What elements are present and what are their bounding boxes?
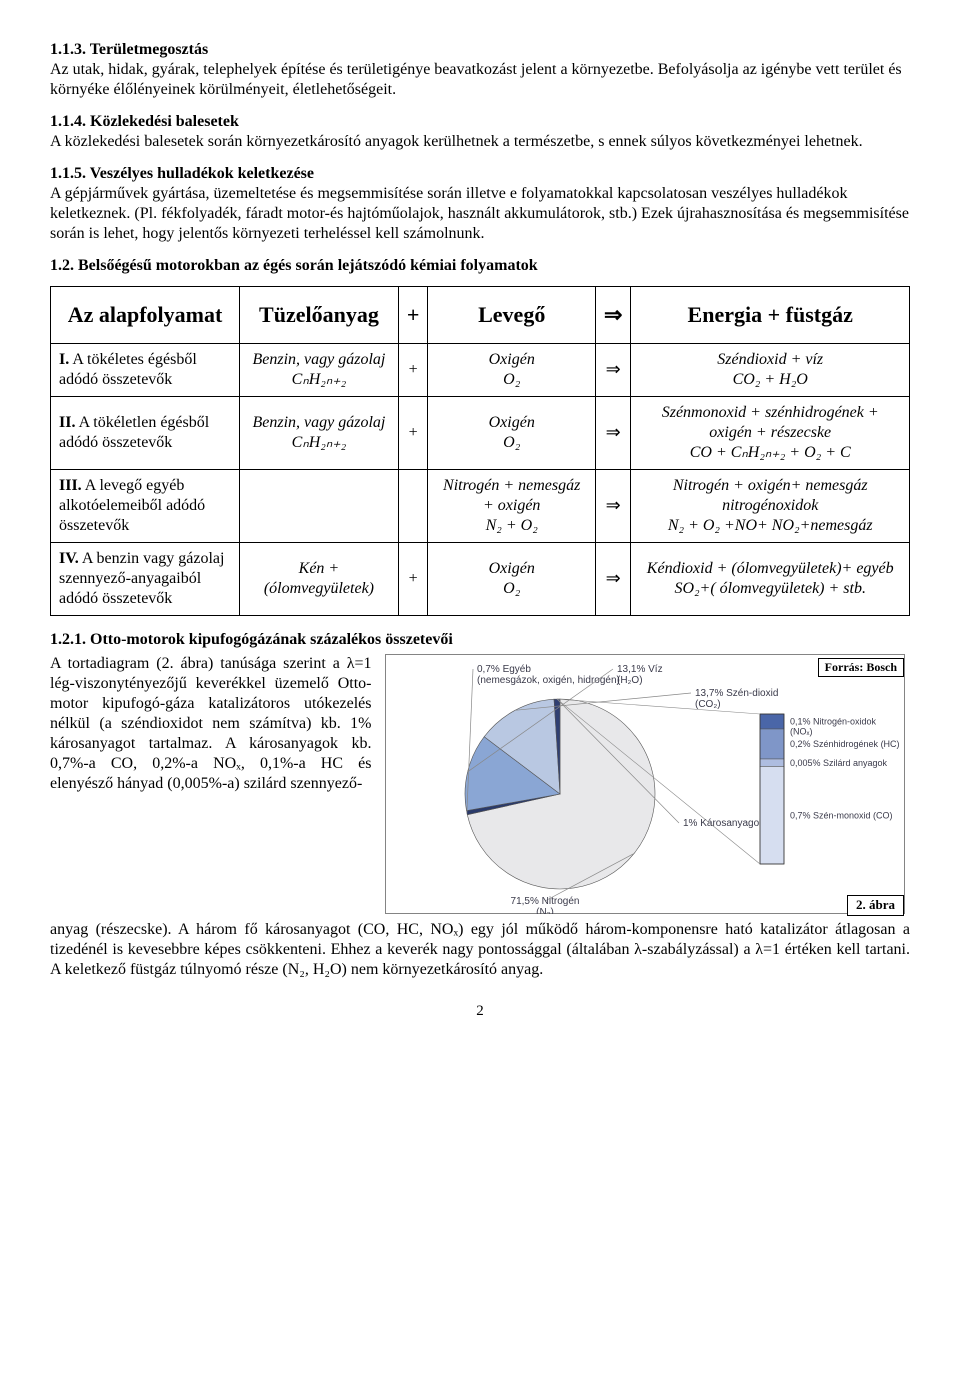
table-cell: Széndioxid + vízCO₂ + H₂O xyxy=(631,343,910,396)
detail-bar-label: 0,7% Szén-monoxid (CO) xyxy=(790,810,893,820)
pie-slice-label: 1% Károsanyagok: xyxy=(683,818,767,829)
table-cell: OxigénO₂ xyxy=(428,542,596,615)
pie-chart-wrap: Forrás: Bosch 71,5% Nitrogén(N₂) 0,7% Egy… xyxy=(385,654,910,920)
detail-bar-label: 0,005% Szilárd anyagok xyxy=(790,757,888,767)
table-cell: ⇒ xyxy=(595,343,630,396)
table-row: I. A tökéletes égésből adódó összetevőkB… xyxy=(51,343,910,396)
table-cell: ⇒ xyxy=(595,542,630,615)
table-cell: Kén + (ólomvegyületek) xyxy=(239,542,398,615)
detail-bar-segment xyxy=(760,729,784,759)
head-c5: Energia + füstgáz xyxy=(631,287,910,344)
table-row: IV. A benzin vagy gázolaj szennyező-anya… xyxy=(51,542,910,615)
table-cell: Kéndioxid + (ólomvegyületek)+ egyébSO₂+(… xyxy=(631,542,910,615)
detail-bar-segment xyxy=(760,759,784,767)
section-121-title: 1.2.1. Otto-motorok kipufogógázának száz… xyxy=(50,630,910,650)
combustion-table-head: Az alapfolyamat Tüzelőanyag + Levegő ⇒ E… xyxy=(51,287,910,344)
table-cell: Benzin, vagy gázolajCₙH₂ₙ₊₂ xyxy=(239,343,398,396)
pie-slice-label: 0,7% Egyéb(nemesgázok, oxigén, hidrogén) xyxy=(477,664,620,686)
table-cell: OxigénO₂ xyxy=(428,343,596,396)
table-cell: Benzin, vagy gázolajCₙH₂ₙ₊₂ xyxy=(239,396,398,469)
table-cell: Nitrogén + nemesgáz + oxigénN₂ + O₂ xyxy=(428,469,596,542)
combustion-table: Az alapfolyamat Tüzelőanyag + Levegő ⇒ E… xyxy=(50,286,910,616)
table-cell: + xyxy=(398,542,428,615)
pie-continuation-text: anyag (részecske). A három fő károsanyag… xyxy=(50,920,910,980)
detail-bar-label: 0,2% Szénhidrogének (HC) xyxy=(790,739,900,749)
table-cell: ⇒ xyxy=(595,396,630,469)
section-113-title: 1.1.3. Területmegosztás xyxy=(50,41,208,58)
table-cell: OxigénO₂ xyxy=(428,396,596,469)
detail-bar-segment xyxy=(760,714,784,729)
section-113: 1.1.3. Területmegosztás Az utak, hidak, … xyxy=(50,40,910,100)
pie-slice-label: 13,1% Víz(H₂O) xyxy=(617,664,663,686)
table-row: II. A tökéletlen égésből adódó összetevő… xyxy=(51,396,910,469)
head-c2: + xyxy=(398,287,428,344)
pie-slice-label: 71,5% Nitrogén(N₂) xyxy=(511,896,580,914)
section-12-title: 1.2. Belsőégésű motorokban az égés során… xyxy=(50,256,910,276)
section-115: 1.1.5. Veszélyes hulladékok keletkezése … xyxy=(50,164,910,244)
pie-slice-label: 13,7% Szén-dioxid(CO₂) xyxy=(695,688,778,710)
head-c0: Az alapfolyamat xyxy=(51,287,240,344)
pie-left-text: A tortadiagram (2. ábra) tanúsága szerin… xyxy=(50,654,371,920)
table-cell: Szénmonoxid + szénhidrogének + oxigén + … xyxy=(631,396,910,469)
page-number: 2 xyxy=(50,1002,910,1021)
detail-bar-segment xyxy=(760,766,784,864)
table-cell xyxy=(398,469,428,542)
table-row: III. A levegő egyéb alkotóelemeiből adód… xyxy=(51,469,910,542)
table-cell: IV. A benzin vagy gázolaj szennyező-anya… xyxy=(51,542,240,615)
table-cell xyxy=(239,469,398,542)
pie-chart: 71,5% Nitrogén(N₂) 0,7% Egyéb(nemesgázok,… xyxy=(385,654,905,914)
detail-bar-label: 0,1% Nitrogén-oxidok(NOₓ) xyxy=(790,716,877,736)
head-c3: Levegő xyxy=(428,287,596,344)
head-c4: ⇒ xyxy=(595,287,630,344)
section-114-title: 1.1.4. Közlekedési balesetek xyxy=(50,113,239,130)
section-115-body: A gépjárművek gyártása, üzemeltetése és … xyxy=(50,185,909,242)
pie-section: A tortadiagram (2. ábra) tanúsága szerin… xyxy=(50,654,910,920)
table-cell: Nitrogén + oxigén+ nemesgáz nitrogénoxid… xyxy=(631,469,910,542)
table-cell: II. A tökéletlen égésből adódó összetevő… xyxy=(51,396,240,469)
pie-source-label: Forrás: Bosch xyxy=(818,658,904,677)
table-cell: ⇒ xyxy=(595,469,630,542)
pie-figure-label: 2. ábra xyxy=(847,895,904,915)
head-c1: Tüzelőanyag xyxy=(239,287,398,344)
section-113-body: Az utak, hidak, gyárak, telephelyek épít… xyxy=(50,61,902,98)
section-115-title: 1.1.5. Veszélyes hulladékok keletkezése xyxy=(50,165,314,182)
table-cell: + xyxy=(398,396,428,469)
table-cell: III. A levegő egyéb alkotóelemeiből adód… xyxy=(51,469,240,542)
table-cell: + xyxy=(398,343,428,396)
section-114: 1.1.4. Közlekedési balesetek A közlekedé… xyxy=(50,112,910,152)
section-114-body: A közlekedési balesetek során környezetk… xyxy=(50,133,863,150)
table-cell: I. A tökéletes égésből adódó összetevők xyxy=(51,343,240,396)
